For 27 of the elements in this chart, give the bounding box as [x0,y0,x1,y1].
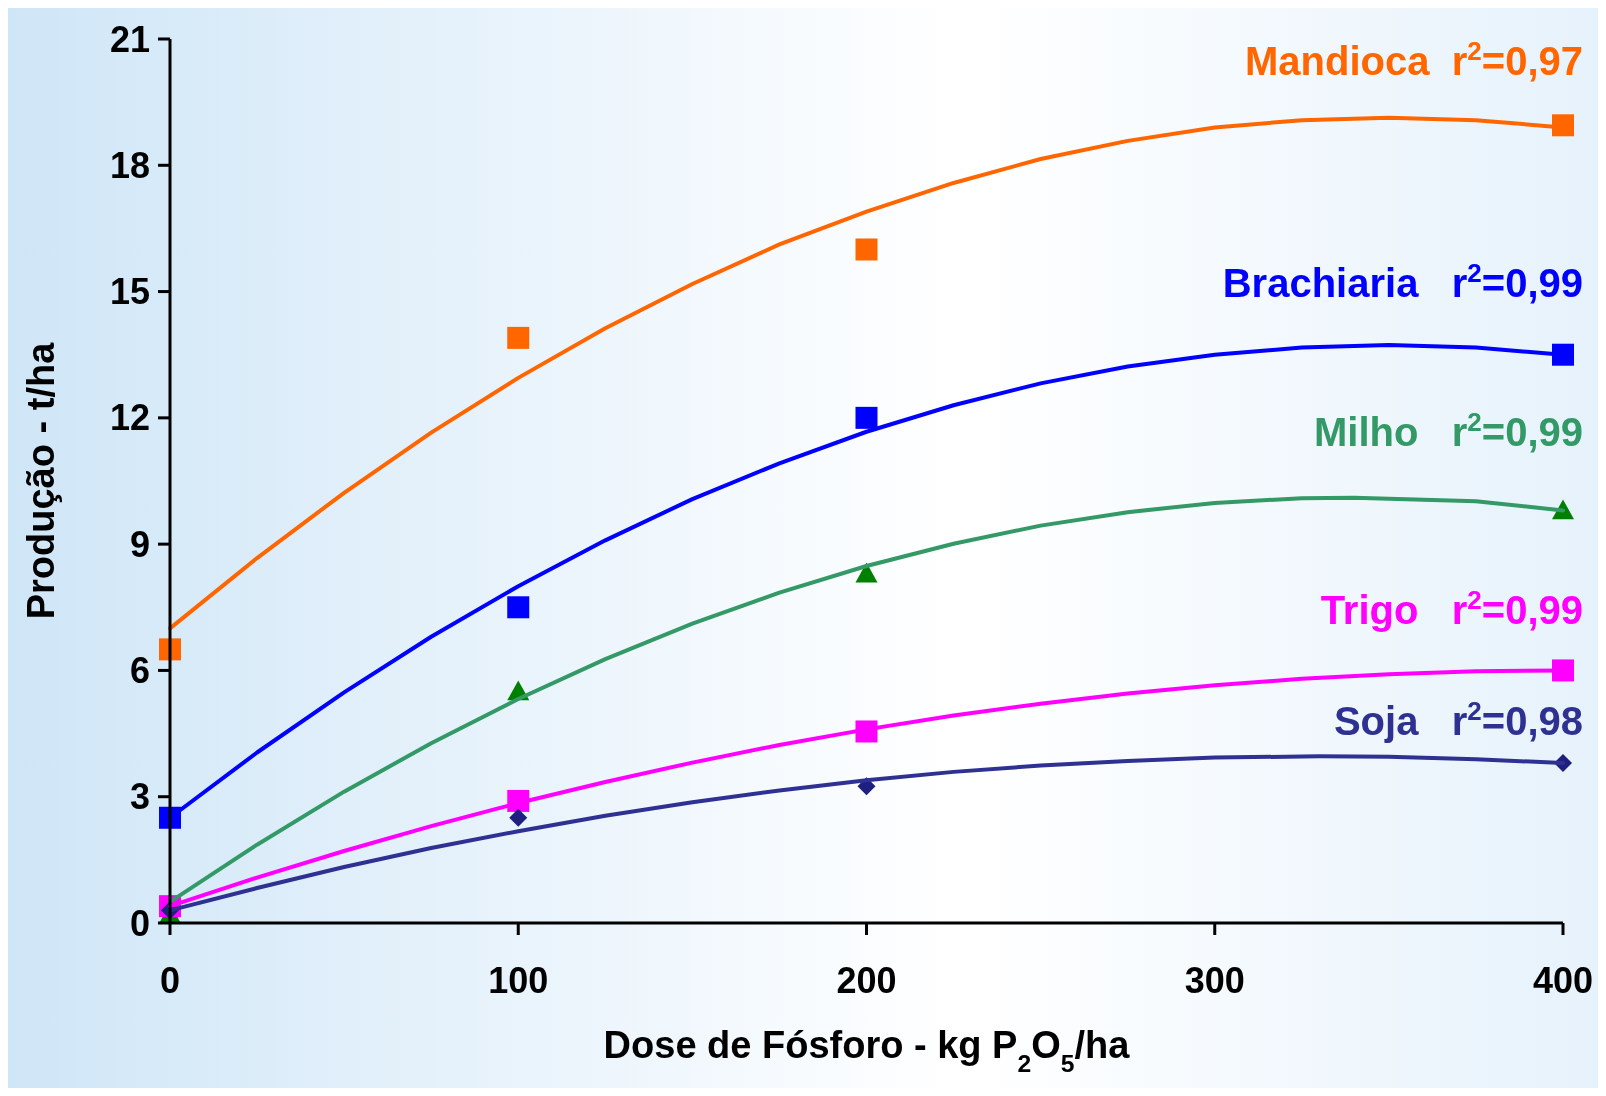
series-label: Milho r$^{2}$=0,99 [1313,407,1583,455]
point [507,326,530,349]
series-label: Brachiaria r$^{2}$=0,99 [1222,257,1583,305]
y-tick-label: 18 [109,144,150,186]
x-tick-label: 100 [488,960,549,1001]
series-label: Trigo r$^{2}$=0,99 [1320,585,1583,633]
y-tick-label: 6 [129,650,150,692]
point [1552,659,1574,682]
point [1552,114,1574,137]
point [855,406,878,429]
y-tick-label: 21 [109,18,150,60]
series-label: Soja r$^{2}$=0,98 [1333,696,1583,744]
x-tick-label: 200 [836,960,897,1001]
y-tick-label: 3 [129,776,150,818]
x-tick-label: 300 [1184,960,1245,1001]
x-tick-label: 400 [1532,960,1594,1001]
point [507,596,530,619]
y-tick-label: 15 [109,271,150,313]
y-axis-title: Produção - t/ha [20,341,62,620]
y-tick-label: 9 [129,523,150,565]
series-label: Mandioca r$^{2}$=0,97 [1245,36,1583,84]
point [509,808,528,827]
x-axis-title: Dose de Fósforo - kg P$_{2}$O$_{5}$/ha [603,1024,1131,1077]
x-tick-label: 0 [159,960,181,1001]
point [855,238,878,261]
y-tick-label: 0 [129,902,150,944]
y-tick-label: 12 [109,397,150,439]
